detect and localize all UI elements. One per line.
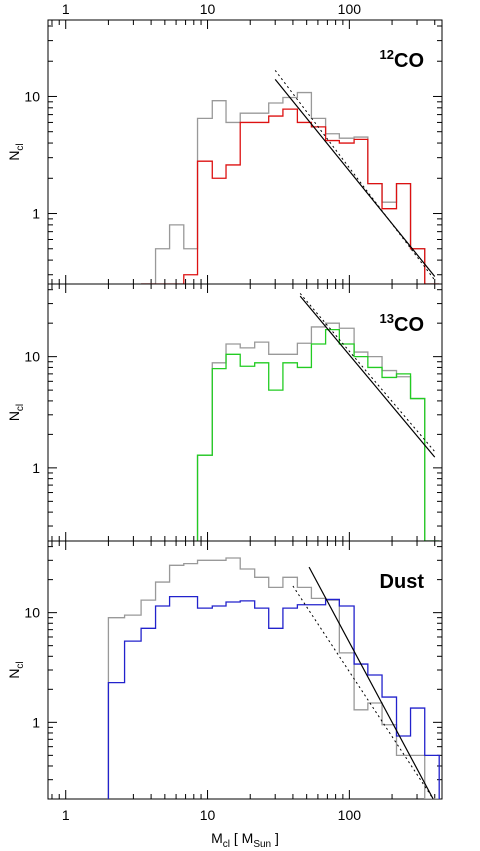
fit-line-dotted — [274, 70, 436, 281]
x-tick-label-top: 10 — [200, 1, 216, 17]
histogram-series — [107, 595, 440, 799]
x-tick-label: 100 — [338, 807, 362, 823]
data-layer — [107, 557, 440, 799]
panel-dust: 10 1 1 10 100 Ncl Dust Mcl [ MSun ] — [6, 540, 443, 850]
panel-12co: 10 1 1 10 100 Ncl 12CO — [6, 1, 443, 285]
y-axis-label: Ncl — [6, 404, 26, 421]
fit-line — [308, 566, 434, 799]
y-axis-label: Ncl — [6, 661, 26, 678]
fit-line — [274, 78, 436, 277]
panel-label: 12CO — [380, 47, 424, 72]
x-tick-label-top: 1 — [62, 1, 70, 17]
histogram-series — [196, 328, 440, 541]
histogram-total — [107, 557, 440, 799]
y-axis-label: Ncl — [6, 143, 26, 160]
y-tick-label: 10 — [24, 605, 40, 621]
panel-label: 13CO — [380, 311, 424, 336]
histogram-total — [141, 91, 440, 284]
panel-label: Dust — [380, 571, 425, 593]
y-tick-label: 10 — [24, 88, 40, 104]
histogram-total — [196, 322, 440, 541]
histogram-series — [141, 108, 440, 284]
fit-line — [299, 295, 436, 458]
y-tick-label: 1 — [32, 206, 40, 222]
x-axis-label: Mcl [ MSun ] — [211, 830, 279, 850]
y-tick-label: 1 — [32, 714, 40, 730]
y-tick-label: 1 — [32, 460, 40, 476]
data-layer — [141, 70, 440, 284]
panel-13co: 10 1 Ncl 13CO — [6, 283, 443, 542]
x-tick-label: 10 — [200, 807, 216, 823]
x-tick-label: 1 — [62, 807, 70, 823]
x-tick-label-top: 100 — [338, 1, 362, 17]
fit-line-dotted — [292, 585, 434, 799]
y-tick-label: 10 — [24, 349, 40, 365]
data-layer — [196, 293, 440, 541]
